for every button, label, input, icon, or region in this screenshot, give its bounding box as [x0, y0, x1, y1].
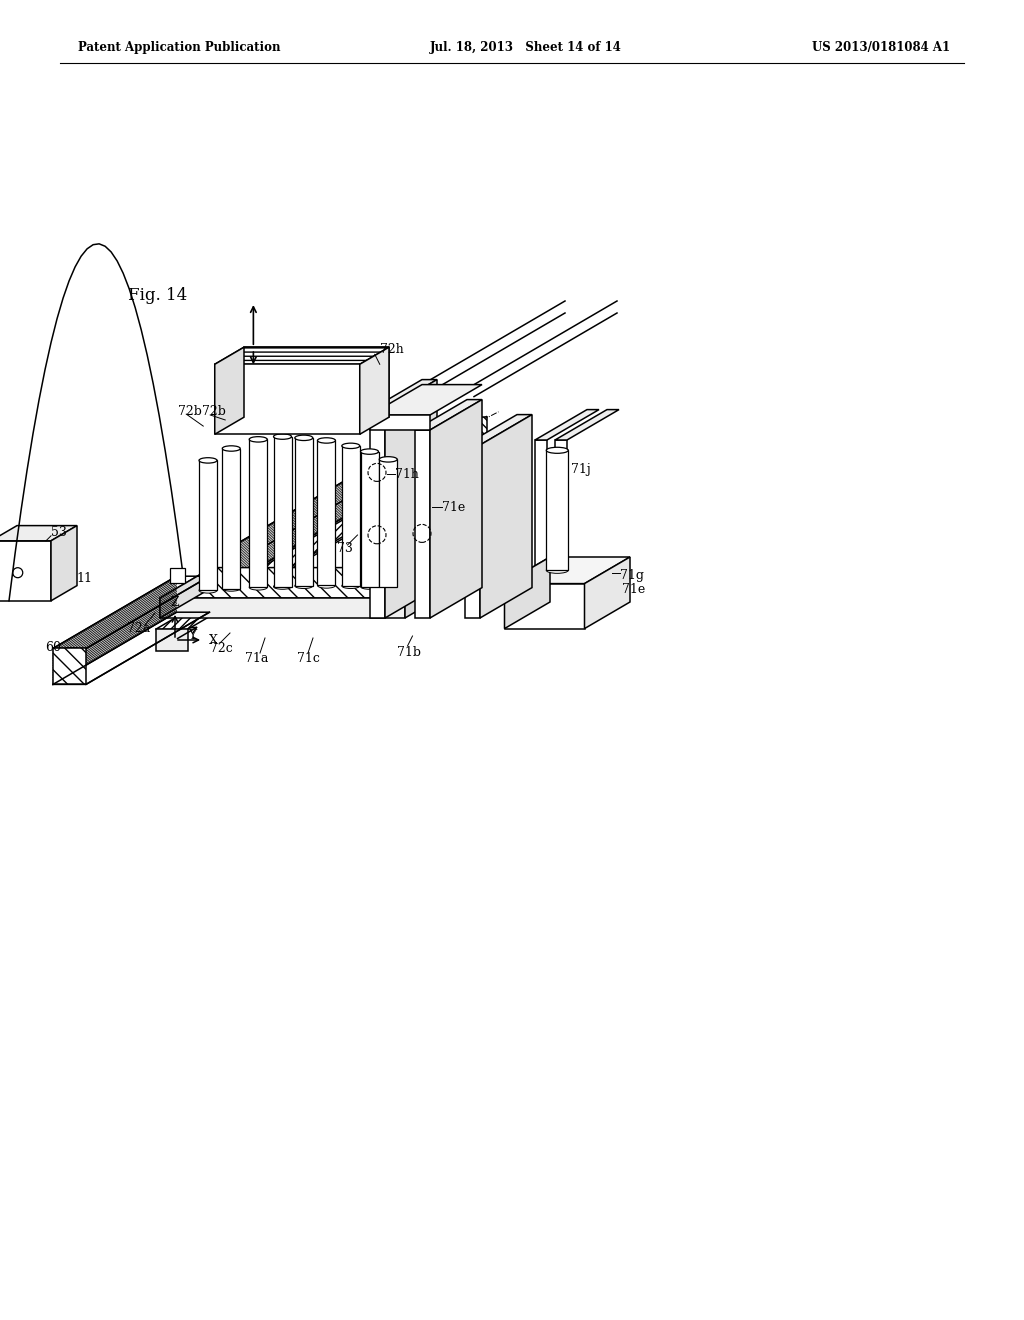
Polygon shape	[585, 557, 630, 628]
Ellipse shape	[249, 585, 267, 590]
Text: 72h: 72h	[380, 343, 403, 356]
Text: 73: 73	[338, 541, 353, 554]
Text: Fig. 14: Fig. 14	[128, 286, 187, 304]
Polygon shape	[555, 409, 618, 440]
Polygon shape	[415, 400, 482, 430]
Polygon shape	[455, 417, 486, 453]
Polygon shape	[415, 430, 430, 618]
Polygon shape	[295, 438, 312, 586]
Text: 71j: 71j	[570, 462, 590, 475]
Polygon shape	[51, 525, 77, 601]
Polygon shape	[215, 347, 244, 434]
Text: 72b: 72b	[178, 405, 202, 417]
Polygon shape	[199, 461, 217, 590]
Ellipse shape	[222, 446, 241, 451]
Polygon shape	[317, 441, 336, 586]
Polygon shape	[160, 568, 457, 598]
Ellipse shape	[342, 583, 359, 589]
Polygon shape	[379, 459, 397, 587]
Polygon shape	[370, 414, 430, 430]
Polygon shape	[505, 557, 630, 583]
Polygon shape	[249, 440, 267, 587]
Text: 71c: 71c	[297, 652, 319, 664]
Ellipse shape	[273, 583, 292, 589]
Text: 71a: 71a	[245, 652, 268, 664]
Ellipse shape	[295, 436, 312, 441]
Polygon shape	[359, 347, 389, 434]
Ellipse shape	[199, 587, 217, 593]
Ellipse shape	[546, 447, 568, 453]
Polygon shape	[215, 364, 359, 434]
Polygon shape	[535, 440, 547, 618]
Polygon shape	[53, 648, 86, 684]
Ellipse shape	[273, 434, 292, 440]
Polygon shape	[505, 557, 550, 628]
Polygon shape	[465, 414, 532, 445]
Polygon shape	[555, 440, 567, 618]
Polygon shape	[160, 598, 406, 618]
Text: 71e: 71e	[622, 583, 645, 597]
Text: 72a: 72a	[127, 622, 151, 635]
Ellipse shape	[342, 444, 359, 449]
Text: Jul. 18, 2013   Sheet 14 of 14: Jul. 18, 2013 Sheet 14 of 14	[430, 41, 622, 54]
Polygon shape	[360, 451, 379, 586]
Polygon shape	[430, 400, 482, 618]
Ellipse shape	[12, 568, 23, 578]
Text: 72b: 72b	[202, 405, 226, 418]
Polygon shape	[342, 446, 359, 586]
Ellipse shape	[222, 586, 241, 591]
Ellipse shape	[360, 449, 379, 454]
Polygon shape	[465, 445, 480, 618]
Ellipse shape	[360, 583, 379, 589]
Text: 71e: 71e	[441, 500, 465, 513]
Text: Y: Y	[188, 628, 197, 642]
Polygon shape	[535, 409, 599, 440]
Polygon shape	[0, 541, 51, 601]
Text: 72c: 72c	[210, 642, 232, 655]
Polygon shape	[170, 568, 185, 583]
Text: 11: 11	[76, 572, 92, 585]
Text: US 2013/0181084 A1: US 2013/0181084 A1	[812, 41, 950, 54]
Text: X: X	[209, 634, 217, 647]
Polygon shape	[156, 454, 486, 630]
Text: Z: Z	[171, 595, 179, 609]
Ellipse shape	[249, 437, 267, 442]
Polygon shape	[160, 568, 212, 618]
Text: 71b: 71b	[397, 647, 422, 660]
Text: Patent Application Publication: Patent Application Publication	[78, 41, 281, 54]
Ellipse shape	[546, 568, 568, 573]
Polygon shape	[385, 380, 437, 618]
Text: 71h: 71h	[394, 467, 419, 480]
Ellipse shape	[379, 585, 397, 590]
Ellipse shape	[317, 438, 336, 444]
Polygon shape	[273, 437, 292, 586]
Text: 60: 60	[45, 642, 61, 653]
Ellipse shape	[317, 582, 336, 589]
Text: 53: 53	[51, 527, 67, 540]
Polygon shape	[222, 449, 241, 589]
Polygon shape	[370, 411, 385, 618]
Polygon shape	[546, 450, 568, 570]
Polygon shape	[480, 414, 532, 618]
Polygon shape	[0, 525, 77, 541]
Polygon shape	[215, 347, 389, 364]
Polygon shape	[370, 384, 482, 414]
Polygon shape	[244, 347, 389, 417]
Text: 71g: 71g	[621, 569, 644, 582]
Ellipse shape	[379, 457, 397, 462]
Ellipse shape	[199, 458, 217, 463]
Ellipse shape	[295, 583, 312, 589]
Polygon shape	[156, 630, 187, 651]
Polygon shape	[505, 583, 585, 628]
Polygon shape	[406, 568, 457, 618]
Polygon shape	[370, 380, 437, 411]
